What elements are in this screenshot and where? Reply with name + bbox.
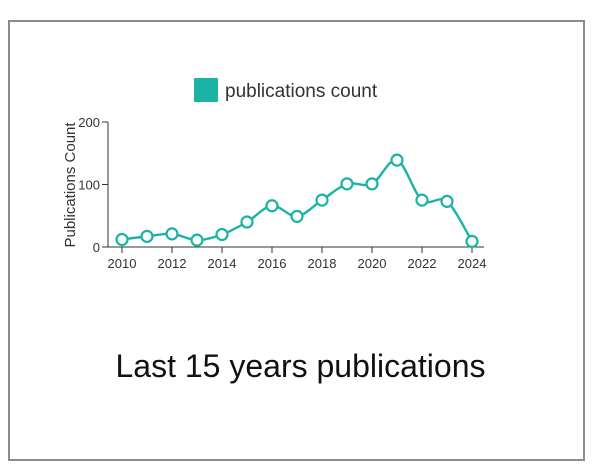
x-tick-label: 2016 (258, 256, 287, 271)
data-point-2018[interactable] (315, 193, 329, 207)
y-tick-label: 100 (78, 178, 100, 193)
data-point-2022[interactable] (415, 193, 429, 207)
x-tick-label: 2010 (108, 256, 137, 271)
x-tick-label: 2020 (358, 256, 387, 271)
legend-swatch (194, 78, 218, 102)
x-tick-label: 2024 (458, 256, 487, 271)
data-point-2010[interactable] (115, 232, 129, 247)
data-point-2021[interactable] (390, 153, 404, 167)
data-point-2020[interactable] (365, 177, 379, 191)
x-tick-label: 2014 (208, 256, 237, 271)
y-tick-label: 200 (78, 115, 100, 130)
x-ticks: 2010 2012 2014 2016 2018 2020 2022 2024 (108, 247, 487, 271)
y-tick-label: 0 (93, 240, 100, 255)
data-point-2012[interactable] (165, 227, 179, 241)
data-point-2017[interactable] (290, 209, 304, 223)
chart-caption: Last 15 years publications (115, 348, 486, 384)
x-tick-label: 2022 (408, 256, 437, 271)
x-tick-label: 2018 (308, 256, 337, 271)
legend-label: publications count (225, 81, 378, 102)
data-point-2023[interactable] (440, 194, 454, 208)
y-ticks: 0 100 200 (78, 115, 108, 255)
data-point-2024[interactable] (465, 234, 479, 248)
series-points (115, 153, 479, 248)
data-point-2011[interactable] (140, 229, 154, 243)
data-point-2019[interactable] (340, 177, 354, 191)
y-axis-title: Publications Count (62, 122, 79, 248)
data-point-2016[interactable] (265, 199, 279, 213)
data-point-2015[interactable] (240, 215, 254, 229)
data-point-2013[interactable] (190, 233, 204, 247)
x-tick-label: 2012 (158, 256, 187, 271)
chart-frame (8, 20, 585, 461)
data-point-2014[interactable] (215, 227, 229, 242)
